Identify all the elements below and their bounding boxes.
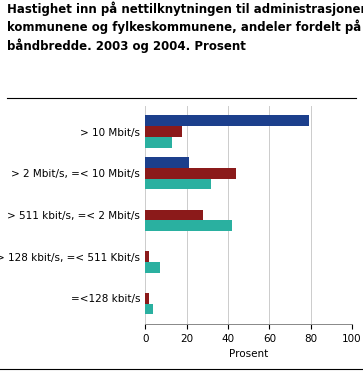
Bar [145,251,149,262]
Bar [145,303,154,314]
Bar [145,115,309,126]
Text: Hastighet inn på nettilknytningen til administrasjonen i
kommunene og fylkeskomm: Hastighet inn på nettilknytningen til ad… [7,2,363,52]
Bar [145,168,236,179]
Bar [145,293,149,303]
Bar [145,137,172,148]
Bar [145,210,203,220]
X-axis label: Prosent: Prosent [229,349,268,360]
Bar [145,157,189,168]
Bar [145,220,232,231]
Bar [145,126,183,137]
Bar [145,179,211,189]
Bar [145,262,160,273]
